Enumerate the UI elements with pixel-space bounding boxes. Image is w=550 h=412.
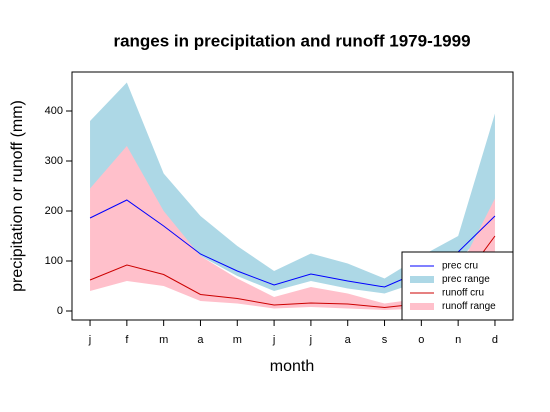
y-axis-label: precipitation or runoff (mm) [9,100,26,292]
x-tick-label: a [197,334,204,346]
x-tick-label: d [492,334,498,346]
y-tick-label: 0 [57,305,63,317]
x-tick-label: a [345,334,352,346]
x-tick-label: j [272,334,275,346]
legend-label: runoff range [442,301,496,312]
y-tick-label: 400 [45,105,63,117]
y-tick-label: 100 [45,255,63,267]
x-tick-label: o [418,334,424,346]
x-axis-label: month [270,358,314,375]
x-tick-label: j [309,334,312,346]
x-tick-label: m [233,334,242,346]
x-tick-label: n [455,334,461,346]
plot-frame [71,71,514,321]
x-tick-label: j [88,334,91,346]
y-tick-label: 200 [45,205,63,217]
legend-label: prec range [442,274,490,285]
range-band [90,82,495,294]
chart-title: ranges in precipitation and runoff 1979-… [113,31,470,50]
y-tick-label: 300 [45,155,63,167]
legend-label: runoff cru [442,288,484,299]
x-tick-label: s [382,334,388,346]
legend-label: prec cru [442,261,478,272]
range-band [90,146,495,310]
x-tick-label: m [159,334,168,346]
x-tick-label: f [125,334,129,346]
